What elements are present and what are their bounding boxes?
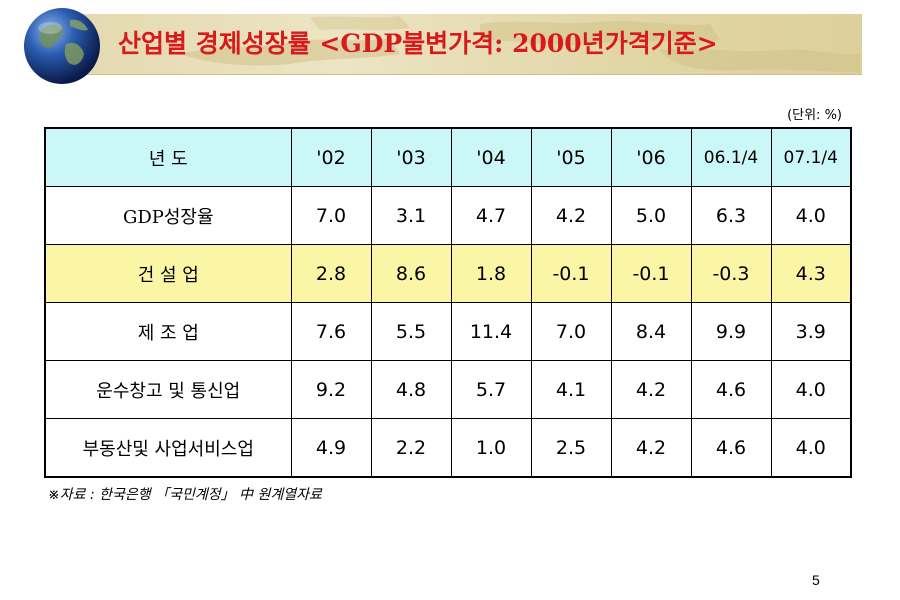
table-cell: 5.0 — [610, 186, 692, 245]
row-label: 부동산및 사업서비스업 — [44, 418, 292, 478]
table-cell: 2.2 — [370, 418, 452, 478]
table-cell: 4.0 — [770, 186, 852, 245]
header-cell: '04 — [450, 127, 532, 187]
table-cell: 4.2 — [610, 360, 692, 419]
table-cell: 7.0 — [530, 302, 612, 361]
table-cell: 4.3 — [770, 244, 852, 303]
table-row: 제 조 업 7.6 5.5 11.4 7.0 8.4 9.9 3.9 — [44, 302, 852, 361]
table-cell: 5.7 — [450, 360, 532, 419]
table-cell: 7.0 — [290, 186, 372, 245]
row-label: 운수창고 및 통신업 — [44, 360, 292, 419]
table-cell: 4.8 — [370, 360, 452, 419]
table-row: 운수창고 및 통신업 9.2 4.8 5.7 4.1 4.2 4.6 4.0 — [44, 360, 852, 419]
header-cell: 07.1/4 — [770, 127, 852, 187]
header-cell: '02 — [290, 127, 372, 187]
table-cell: 1.8 — [450, 244, 532, 303]
table-cell: 4.0 — [770, 418, 852, 478]
header-cell: 년 도 — [44, 127, 292, 187]
table-cell: 9.9 — [690, 302, 772, 361]
table-cell: 5.5 — [370, 302, 452, 361]
table-cell: 4.0 — [770, 360, 852, 419]
table-cell: 2.8 — [290, 244, 372, 303]
table-cell: 8.6 — [370, 244, 452, 303]
table-header-row: 년 도 '02 '03 '04 '05 '06 06.1/4 07.1/4 — [44, 127, 852, 187]
header-cell: 06.1/4 — [690, 127, 772, 187]
table-cell: 2.5 — [530, 418, 612, 478]
table-cell: 11.4 — [450, 302, 532, 361]
table-cell: 6.3 — [690, 186, 772, 245]
title-banner: 산업별 경제성장률 <GDP불변가격: 2000년가격기준> — [60, 14, 862, 75]
table-cell: 9.2 — [290, 360, 372, 419]
table-cell: 4.6 — [690, 360, 772, 419]
table-cell: -0.1 — [530, 244, 612, 303]
header-cell: '06 — [610, 127, 692, 187]
source-note: ※자료 : 한국은행 「국민계정」 中 원계열자료 — [48, 487, 322, 503]
row-label: 건 설 업 — [44, 244, 292, 303]
table-row: GDP성장율 7.0 3.1 4.7 4.2 5.0 6.3 4.0 — [44, 186, 852, 245]
table-cell: 4.6 — [690, 418, 772, 478]
table-cell: 3.9 — [770, 302, 852, 361]
globe-icon — [24, 8, 100, 84]
table-cell: 8.4 — [610, 302, 692, 361]
table-cell: 7.6 — [290, 302, 372, 361]
row-label: GDP성장율 — [44, 186, 292, 245]
growth-rate-table: 년 도 '02 '03 '04 '05 '06 06.1/4 07.1/4 GD… — [44, 127, 852, 478]
header-cell: '05 — [530, 127, 612, 187]
table-cell: 4.1 — [530, 360, 612, 419]
table-cell: -0.1 — [610, 244, 692, 303]
table-cell: -0.3 — [690, 244, 772, 303]
table-cell: 4.2 — [530, 186, 612, 245]
page-number: 5 — [812, 572, 820, 588]
table-row: 부동산및 사업서비스업 4.9 2.2 1.0 2.5 4.2 4.6 4.0 — [44, 418, 852, 478]
unit-label: (단위: %) — [787, 108, 842, 123]
table-cell: 1.0 — [450, 418, 532, 478]
world-map-decoration — [180, 16, 860, 72]
table-cell: 4.7 — [450, 186, 532, 245]
header-cell: '03 — [370, 127, 452, 187]
page-title: 산업별 경제성장률 <GDP불변가격: 2000년가격기준> — [118, 29, 718, 58]
row-label: 제 조 업 — [44, 302, 292, 361]
table-cell: 4.2 — [610, 418, 692, 478]
table-row-highlighted: 건 설 업 2.8 8.6 1.8 -0.1 -0.1 -0.3 4.3 — [44, 244, 852, 303]
table-cell: 3.1 — [370, 186, 452, 245]
table-cell: 4.9 — [290, 418, 372, 478]
